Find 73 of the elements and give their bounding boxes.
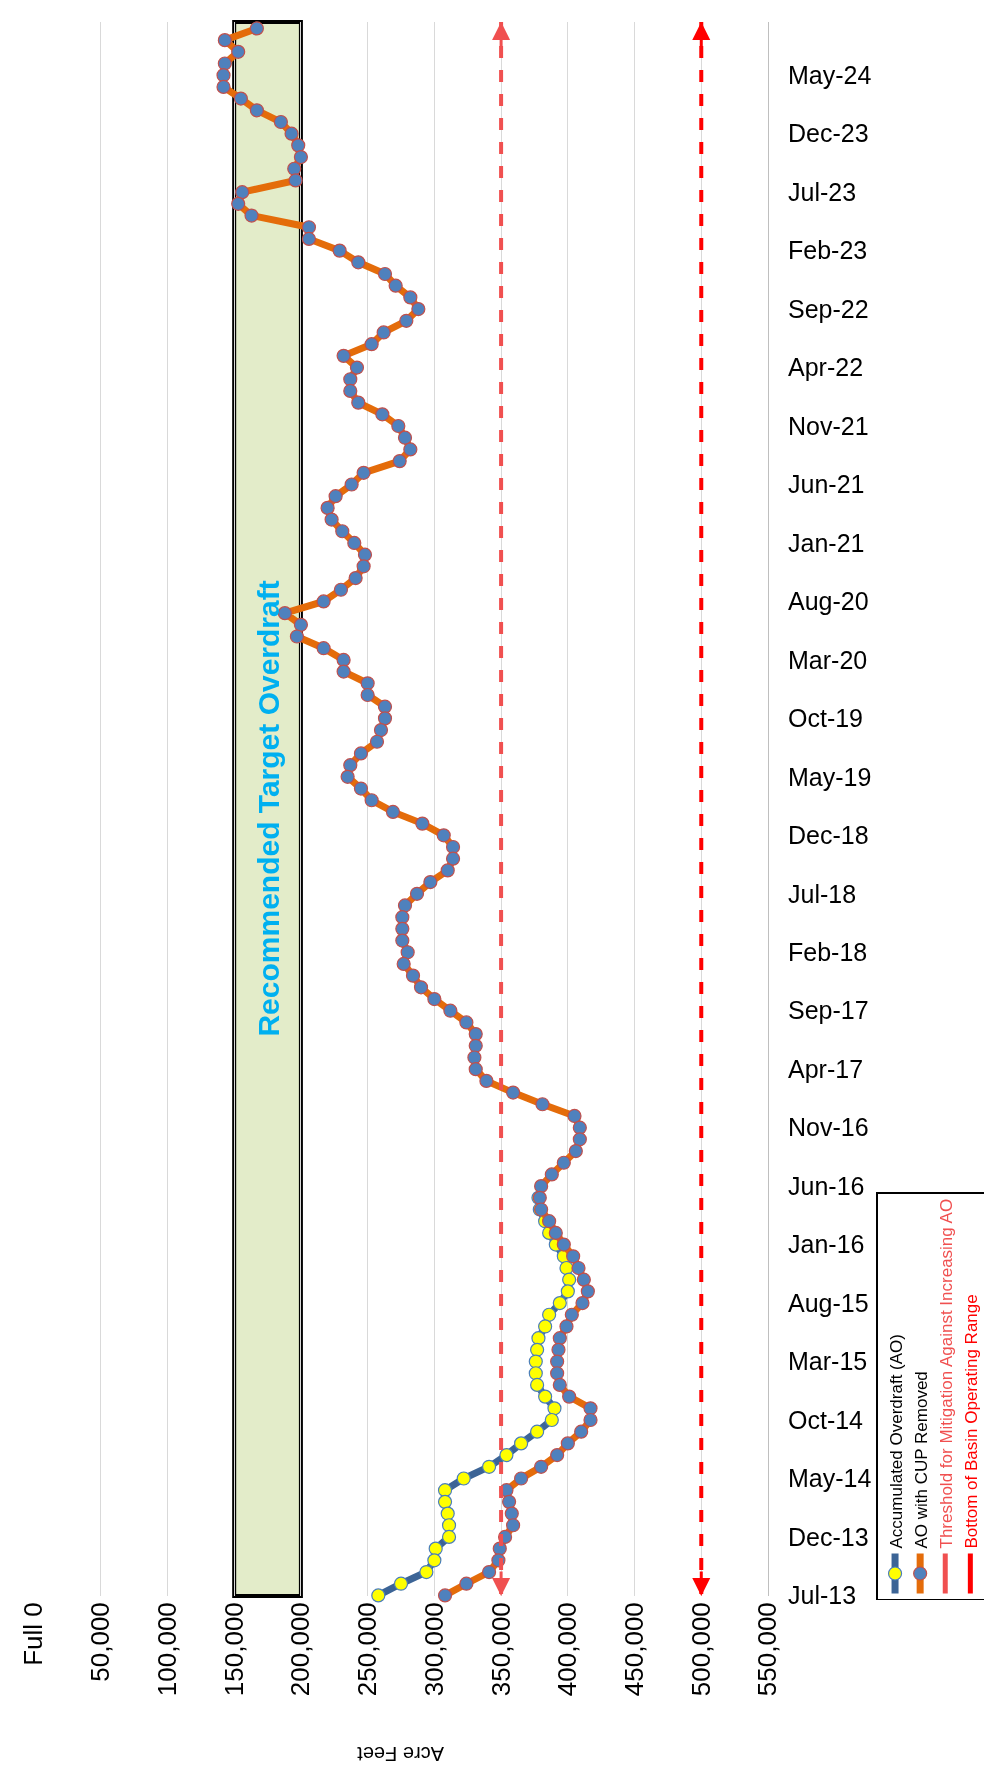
- x-tick-label: 450,000: [619, 1602, 649, 1697]
- y-tick-label: Dec-13: [788, 1522, 869, 1551]
- point: [531, 1331, 546, 1346]
- x-tick-label: 150,000: [218, 1602, 249, 1697]
- point: [528, 1366, 543, 1381]
- point: [560, 1284, 575, 1299]
- x-tick-label: 100,000: [151, 1602, 182, 1697]
- y-tick-label: Jul-23: [788, 177, 857, 206]
- y-tick-label: Oct-19: [788, 704, 864, 733]
- y-tick-label: Feb-23: [788, 236, 868, 265]
- y-tick-label: Jun-16: [788, 1171, 865, 1200]
- y-tick-label: Oct-14: [788, 1405, 864, 1434]
- x-tick-label: 400,000: [552, 1602, 583, 1697]
- y-tick-label: Aug-15: [788, 1288, 869, 1317]
- point: [441, 1529, 457, 1545]
- x-tick-label: 300,000: [418, 1602, 449, 1697]
- point: [528, 1354, 543, 1369]
- point: [530, 1424, 545, 1439]
- y-tick-label: Dec-18: [788, 821, 869, 850]
- band-label: Recommended Target Overdraft: [251, 580, 285, 1037]
- y-tick-label: Apr-22: [788, 353, 864, 382]
- point: [544, 1412, 559, 1428]
- x-tick-label: 200,000: [285, 1602, 316, 1697]
- y-tick-label: Nov-16: [788, 1113, 869, 1142]
- ref-line-label: Threshold for Mitigation Against Increasing AO: [936, 1198, 956, 1549]
- y-tick-label: Mar-20: [788, 645, 868, 674]
- point: [481, 1459, 497, 1474]
- point: [456, 1471, 471, 1486]
- point: [530, 1342, 545, 1357]
- y-tick-label: Aug-20: [788, 587, 869, 616]
- point: [437, 1483, 453, 1498]
- x-tick-label: 250,000: [352, 1602, 383, 1697]
- point: [538, 1389, 553, 1404]
- text: AO with CUP Removed: [911, 1371, 931, 1549]
- point: [427, 1553, 442, 1568]
- y-tick-label: May-14: [788, 1464, 872, 1493]
- point: [562, 1272, 577, 1287]
- point: [437, 1494, 453, 1509]
- y-tick-label: Sep-17: [788, 996, 869, 1025]
- point: [393, 1576, 409, 1591]
- y-tick-label: Nov-21: [788, 411, 869, 440]
- y-tick-label: May-24: [788, 60, 872, 89]
- y-tick-label: Jul-13: [788, 1581, 857, 1610]
- point: [499, 1447, 514, 1463]
- x-tick-label: Full 0: [18, 1602, 49, 1666]
- point: [542, 1307, 557, 1322]
- point: [440, 1506, 455, 1521]
- point: [441, 1518, 457, 1533]
- y-tick-label: Sep-22: [788, 294, 869, 323]
- point: [538, 1319, 553, 1334]
- point: [530, 1377, 545, 1393]
- point: [428, 1541, 443, 1556]
- x-axis-title: Acre Feet: [356, 1743, 444, 1765]
- x-tick-label: 500,000: [685, 1602, 716, 1697]
- ref-line-label: Bottom of Basin Operating Range: [961, 1294, 981, 1549]
- y-tick-label: Jan-21: [788, 528, 865, 557]
- point: [552, 1295, 567, 1311]
- y-tick-label: May-19: [788, 762, 872, 791]
- y-tick-label: Jun-21: [788, 470, 865, 499]
- y-tick-label: Mar-15: [788, 1347, 868, 1376]
- point: [419, 1564, 434, 1580]
- y-tick-label: Jan-16: [788, 1230, 865, 1259]
- point: [547, 1401, 562, 1416]
- y-tick-label: Apr-17: [788, 1054, 864, 1083]
- point: [514, 1436, 529, 1451]
- x-tick-label: 550,000: [752, 1602, 783, 1697]
- y-tick-label: Jul-18: [788, 879, 857, 908]
- y-tick-label: Dec-23: [788, 119, 869, 148]
- y-tick-label: Feb-18: [788, 938, 868, 966]
- x-tick-label: 50,000: [85, 1602, 116, 1682]
- x-tick-label: 350,000: [485, 1602, 516, 1697]
- text: Accumulated Overdraft (AO): [886, 1334, 906, 1549]
- point: [371, 1588, 386, 1603]
